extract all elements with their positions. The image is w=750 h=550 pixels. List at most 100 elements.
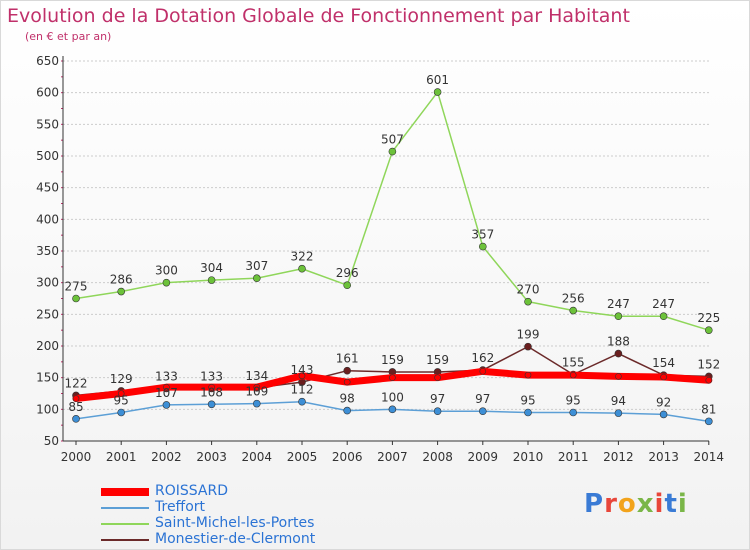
data-point-treffort <box>207 400 216 409</box>
data-point-saint-michel-les-portes <box>569 306 578 315</box>
y-tick-label: 150 <box>36 371 59 385</box>
data-point-roissard <box>569 371 577 379</box>
legend-label: Monestier-de-Clermont <box>155 531 316 547</box>
data-label-saint-michel-les-portes: 304 <box>200 261 223 275</box>
data-label-monestier-de-clermont: 188 <box>607 335 630 349</box>
data-label-treffort: 85 <box>68 400 83 414</box>
x-tick-label: 2014 <box>694 450 725 464</box>
x-tick-label: 2009 <box>468 450 499 464</box>
legend-label: Treffort <box>155 499 206 515</box>
logo-letter: o <box>617 489 637 519</box>
data-label-monestier-de-clermont: 161 <box>336 352 359 366</box>
data-point-saint-michel-les-portes <box>614 312 623 321</box>
x-tick-label: 2010 <box>513 450 544 464</box>
data-label-saint-michel-les-portes: 270 <box>517 283 540 297</box>
data-label-monestier-de-clermont: 129 <box>110 372 133 386</box>
data-point-treffort <box>388 405 397 414</box>
x-tick-label: 2005 <box>287 450 318 464</box>
data-point-roissard <box>298 372 306 380</box>
logo-letter: t <box>664 489 678 519</box>
legend-label: Saint-Michel-les-Portes <box>155 515 315 531</box>
data-point-treffort <box>524 408 532 417</box>
x-tick-label: 2003 <box>196 450 227 464</box>
legend-label: ROISSARD <box>155 483 228 499</box>
data-point-roissard <box>343 378 351 386</box>
data-point-roissard <box>615 373 622 380</box>
y-tick-label: 550 <box>36 117 59 131</box>
data-label-saint-michel-les-portes: 275 <box>65 280 88 294</box>
x-tick-label: 2001 <box>106 450 137 464</box>
data-label-treffort: 94 <box>611 394 626 408</box>
x-tick-label: 2011 <box>558 450 589 464</box>
data-label-monestier-de-clermont: 143 <box>291 363 314 377</box>
data-point-treffort <box>298 397 306 406</box>
data-label-monestier-de-clermont: 199 <box>517 328 540 342</box>
data-point-roissard <box>705 376 713 384</box>
data-point-saint-michel-les-portes <box>524 297 532 306</box>
data-label-treffort: 92 <box>656 395 671 409</box>
y-tick-label: 50 <box>44 434 59 448</box>
y-tick-label: 300 <box>36 276 59 290</box>
data-label-monestier-de-clermont: 159 <box>426 353 449 367</box>
x-tick-label: 2004 <box>242 450 273 464</box>
legend-item: Treffort <box>101 499 421 516</box>
data-label-monestier-de-clermont: 134 <box>245 369 268 383</box>
legend-swatch <box>101 539 149 541</box>
data-point-roissard <box>434 374 441 381</box>
logo-letter: i <box>677 489 688 519</box>
data-point-roissard <box>479 368 487 375</box>
data-label-treffort: 95 <box>114 394 129 408</box>
data-point-saint-michel-les-portes <box>298 264 306 273</box>
logo-letter: r <box>604 489 618 519</box>
y-tick-label: 500 <box>36 149 59 163</box>
data-label-saint-michel-les-portes: 256 <box>562 292 585 306</box>
data-label-saint-michel-les-portes: 601 <box>426 73 449 87</box>
data-point-roissard <box>253 383 261 391</box>
data-point-saint-michel-les-portes <box>704 326 713 334</box>
y-tick-label: 350 <box>36 244 59 258</box>
data-label-saint-michel-les-portes: 507 <box>381 133 404 147</box>
data-label-saint-michel-les-portes: 322 <box>291 250 314 264</box>
data-point-monestier-de-clermont <box>524 342 532 351</box>
data-label-treffort: 97 <box>475 392 490 406</box>
data-point-saint-michel-les-portes <box>478 242 487 251</box>
series-line-saint-michel-les-portes <box>75 91 710 331</box>
data-label-saint-michel-les-portes: 307 <box>245 259 268 273</box>
data-label-monestier-de-clermont: 152 <box>697 357 720 371</box>
legend-swatch <box>101 523 149 525</box>
data-point-saint-michel-les-portes <box>388 147 397 156</box>
x-tick-label: 2013 <box>648 450 679 464</box>
chart-subtitle: (en € et par an) <box>25 30 112 43</box>
data-label-treffort: 95 <box>520 394 535 408</box>
data-point-treffort <box>704 417 713 426</box>
data-point-treffort <box>343 406 352 415</box>
data-label-treffort: 109 <box>245 385 268 399</box>
data-point-treffort <box>117 408 125 417</box>
data-point-roissard <box>117 390 125 397</box>
data-label-monestier-de-clermont: 133 <box>200 369 223 383</box>
y-tick-label: 450 <box>36 181 59 195</box>
x-tick-label: 2012 <box>603 450 634 464</box>
data-point-roissard <box>524 371 532 379</box>
chart-legend: ROISSARD Treffort Saint-Michel-les-Portes M… <box>101 483 421 548</box>
logo-letter: P <box>584 489 605 519</box>
logo-letter: x <box>636 489 655 519</box>
x-tick-label: 2002 <box>151 450 182 464</box>
data-label-treffort: 107 <box>155 386 178 400</box>
data-point-roissard <box>389 374 396 381</box>
data-point-treffort <box>162 401 171 409</box>
y-tick-label: 600 <box>36 86 59 100</box>
data-point-saint-michel-les-portes <box>659 312 668 321</box>
data-point-monestier-de-clermont <box>614 349 623 358</box>
data-point-saint-michel-les-portes <box>433 88 442 96</box>
data-label-monestier-de-clermont: 159 <box>381 353 404 367</box>
data-point-saint-michel-les-portes <box>253 274 261 283</box>
legend-swatch <box>101 507 149 509</box>
data-label-treffort: 95 <box>566 394 581 408</box>
chart-title: Evolution de la Dotation Globale de Fonc… <box>7 5 630 27</box>
data-point-treffort <box>569 408 578 417</box>
legend-item: Monestier-de-Clermont <box>101 531 421 548</box>
data-label-treffort: 112 <box>291 383 314 397</box>
